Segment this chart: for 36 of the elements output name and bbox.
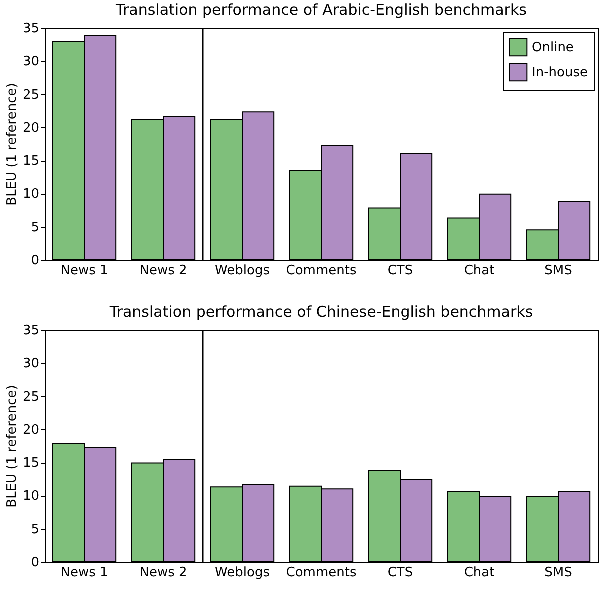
x-tick-label: Chat [464, 264, 495, 278]
y-tick-label: 0 [31, 254, 40, 268]
x-tick-label: SMS [544, 264, 572, 278]
x-tick-label: News 2 [140, 566, 188, 580]
y-tick-label: 0 [31, 556, 40, 570]
x-tick-label: News 1 [60, 264, 108, 278]
y-tick-label: 20 [22, 120, 40, 136]
legend-label: Online [532, 40, 574, 56]
y-tick-label: 15 [22, 154, 40, 170]
chart-title: Translation performance of Chinese-English benchmarks [108, 303, 534, 321]
x-tick-label: News 2 [140, 264, 188, 278]
y-tick-label: 15 [22, 456, 40, 472]
chart-title: Translation performance of Arabic-English benchmarks [115, 1, 528, 19]
y-tick-label: 30 [22, 356, 40, 372]
y-tick-label: 10 [22, 187, 40, 202]
y-tick-label: 35 [22, 22, 40, 36]
y-tick-label: 10 [22, 489, 40, 504]
x-tick-label: Comments [286, 566, 357, 580]
y-tick-label: 30 [22, 54, 40, 70]
x-tick-label: News 1 [60, 566, 108, 580]
x-tick-label: Weblogs [215, 264, 270, 278]
x-tick-label: SMS [544, 566, 572, 580]
y-axis-title: BLEU (1 reference) [4, 83, 20, 206]
y-axis-title: BLEU (1 reference) [4, 385, 20, 508]
legend-label: In-house [532, 66, 588, 80]
y-tick-label: 5 [31, 220, 40, 236]
x-tick-label: CTS [388, 264, 414, 278]
x-tick-label: Weblogs [215, 566, 270, 580]
y-tick-label: 25 [22, 88, 40, 103]
y-tick-label: 20 [22, 422, 40, 438]
x-tick-label: CTS [388, 566, 414, 580]
y-tick-label: 25 [22, 390, 40, 405]
y-tick-label: 35 [22, 324, 40, 338]
x-tick-label: Comments [286, 264, 357, 278]
x-tick-label: Chat [464, 566, 495, 580]
y-tick-label: 5 [31, 522, 40, 538]
